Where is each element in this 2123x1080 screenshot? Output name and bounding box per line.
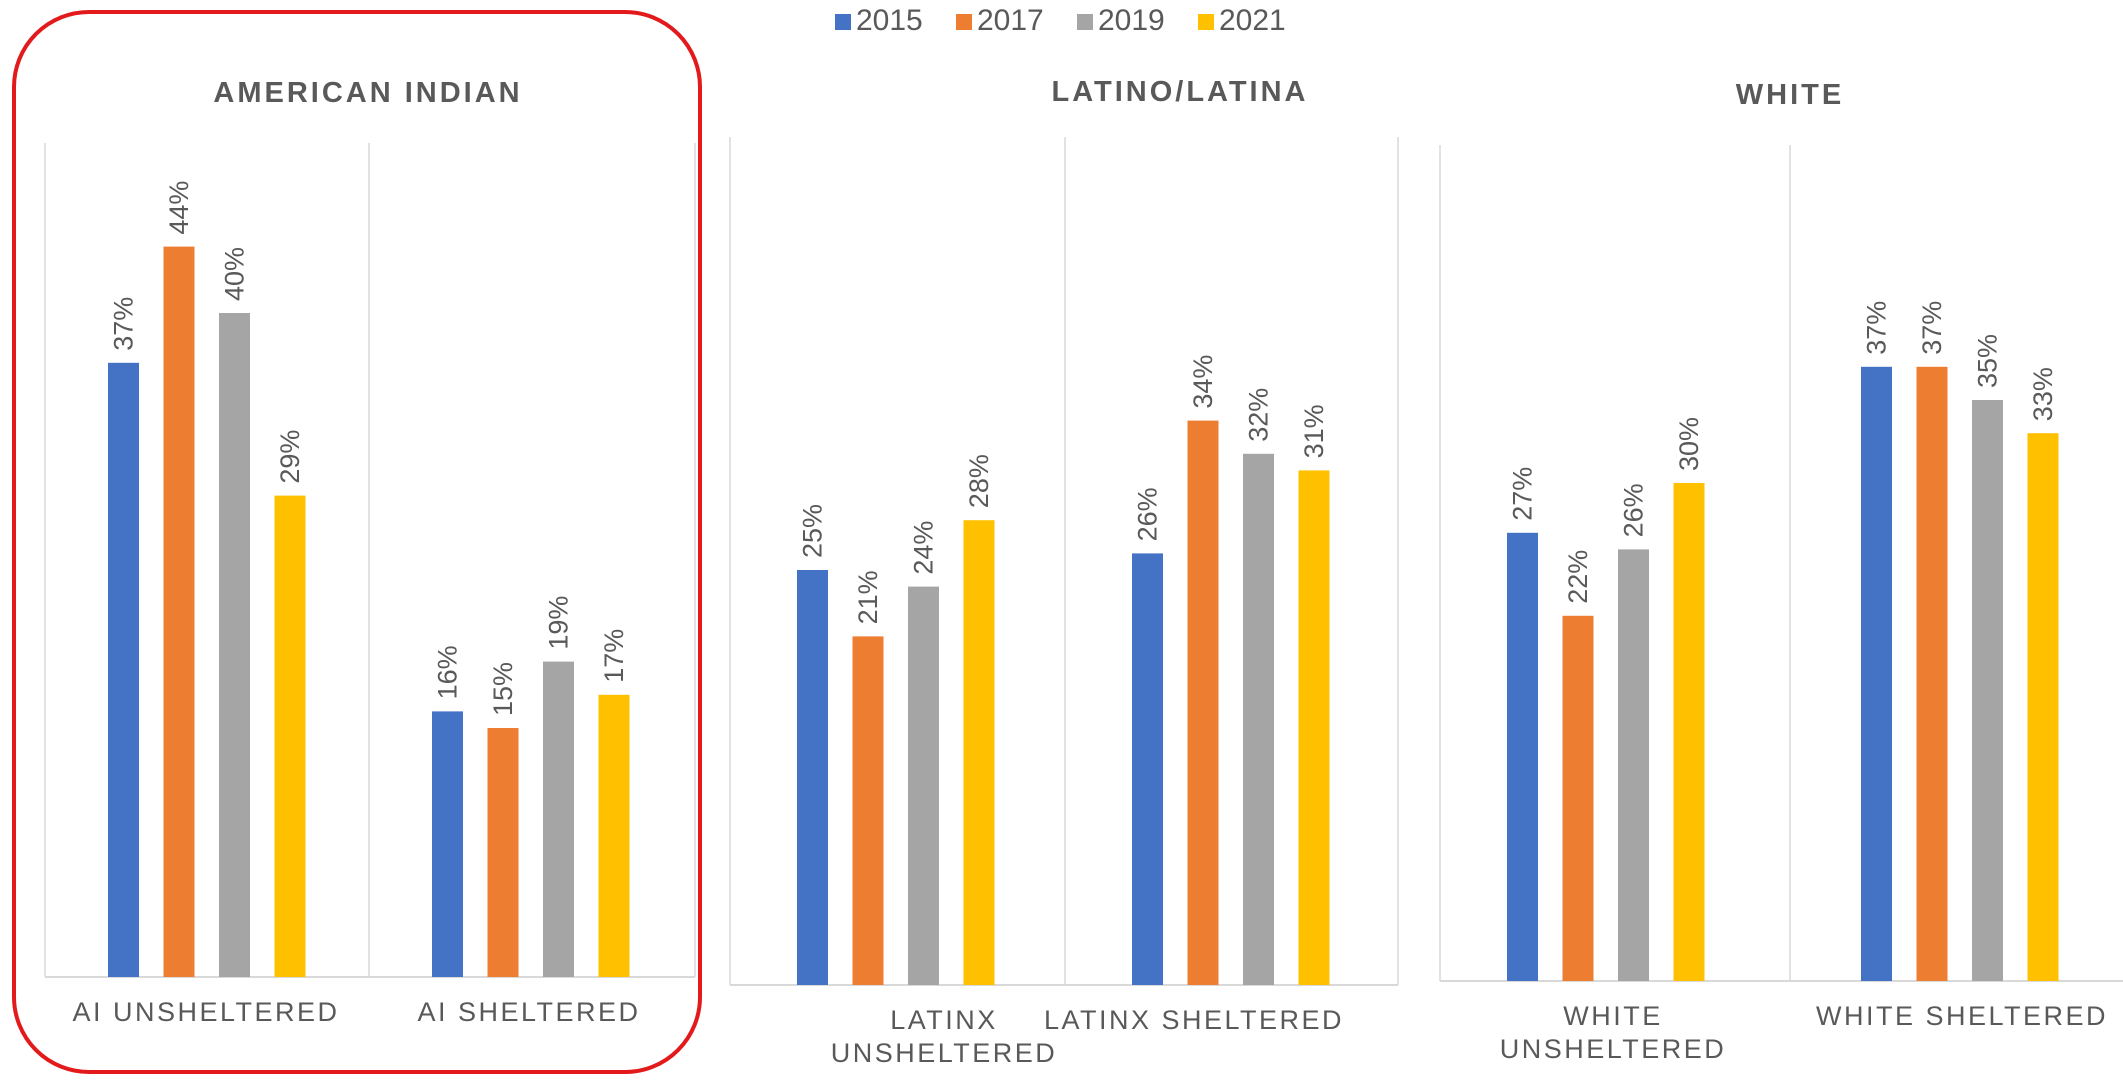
- data-label: 19%: [544, 596, 574, 650]
- highlight-frame: [12, 10, 702, 1074]
- category-label: UNSHELTERED: [831, 1038, 1058, 1068]
- data-label: 37%: [1917, 301, 1947, 355]
- bar-2021: [1673, 483, 1705, 981]
- bar-2015: [1507, 532, 1538, 981]
- data-label: 16%: [433, 645, 463, 699]
- bar-2017: [1916, 366, 1948, 981]
- bar-2019: [1618, 549, 1649, 981]
- data-label: 24%: [909, 521, 939, 575]
- data-label: 25%: [798, 504, 828, 558]
- data-label: 34%: [1188, 355, 1218, 409]
- data-label: 30%: [1674, 417, 1704, 471]
- data-label: 35%: [1973, 334, 2003, 388]
- category-label: UNSHELTERED: [1500, 1034, 1727, 1064]
- data-label: 40%: [220, 247, 250, 301]
- data-label: 37%: [1862, 301, 1892, 355]
- bar-2017: [163, 246, 195, 978]
- bar-2015: [797, 570, 828, 985]
- bar-2021: [2027, 433, 2059, 981]
- bar-2019: [1243, 453, 1274, 985]
- category-label: WHITE: [1563, 1001, 1663, 1031]
- bar-2019: [1972, 400, 2003, 981]
- data-label: 29%: [275, 430, 305, 484]
- legend-swatch-2015: [835, 14, 851, 30]
- bar-2015: [1132, 553, 1163, 985]
- bar-2017: [852, 636, 884, 985]
- legend-label-2019: 2019: [1098, 4, 1165, 37]
- panel-title: LATINO/LATINA: [1052, 76, 1309, 108]
- category-label: WHITE SHELTERED: [1816, 1001, 2108, 1031]
- data-label: 27%: [1508, 467, 1538, 521]
- legend-swatch-2019: [1077, 14, 1093, 30]
- bar-2019: [219, 313, 250, 977]
- data-label: 31%: [1299, 404, 1329, 458]
- data-label: 17%: [599, 629, 629, 683]
- bar-2021: [274, 495, 306, 977]
- category-label: LATINX: [890, 1005, 998, 1035]
- category-label: AI SHELTERED: [417, 997, 640, 1027]
- data-label: 32%: [1244, 388, 1274, 442]
- legend-label-2015: 2015: [856, 4, 923, 37]
- legend-swatch-2021: [1198, 14, 1214, 30]
- bar-2017: [487, 728, 519, 977]
- panel-title: AMERICAN INDIAN: [213, 77, 522, 109]
- bar-2017: [1562, 615, 1594, 981]
- bar-2019: [543, 661, 574, 977]
- bar-2021: [963, 520, 995, 985]
- data-label: 22%: [1563, 550, 1593, 604]
- data-label: 28%: [964, 454, 994, 508]
- data-label: 15%: [488, 662, 518, 716]
- legend-swatch-2017: [956, 14, 972, 30]
- category-label: AI UNSHELTERED: [72, 997, 339, 1027]
- data-label: 37%: [109, 297, 139, 351]
- bar-2015: [432, 711, 463, 977]
- data-label: 44%: [164, 181, 194, 235]
- panel-title: WHITE: [1736, 79, 1844, 111]
- category-label: LATINX SHELTERED: [1044, 1005, 1344, 1035]
- data-label: 26%: [1133, 487, 1163, 541]
- legend-label-2021: 2021: [1219, 4, 1286, 37]
- bar-2021: [598, 694, 630, 977]
- data-label: 33%: [2028, 367, 2058, 421]
- bar-2015: [1861, 366, 1892, 981]
- legend-label-2017: 2017: [977, 4, 1044, 37]
- bar-2017: [1187, 420, 1219, 986]
- data-label: 21%: [853, 570, 883, 624]
- bar-2019: [908, 586, 939, 985]
- bar-2015: [108, 362, 139, 977]
- data-label: 26%: [1619, 483, 1649, 537]
- bar-2021: [1298, 470, 1330, 985]
